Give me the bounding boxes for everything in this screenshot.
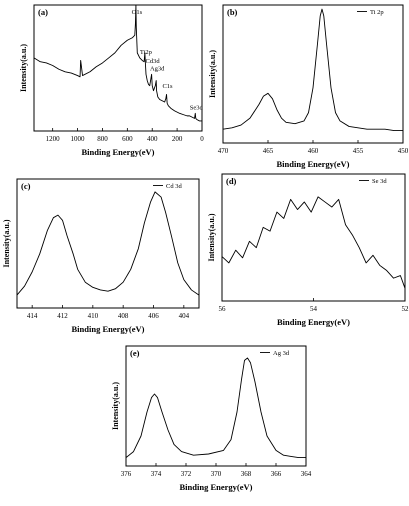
x-tick-label: 366 (271, 470, 282, 478)
x-tick-label: 364 (301, 470, 312, 478)
x-tick-label: 200 (172, 135, 183, 143)
peak-annotation: O1s (132, 9, 143, 16)
plot-frame (33, 4, 203, 132)
x-tick-label: 800 (97, 135, 108, 143)
x-tick-label: 372 (181, 470, 192, 478)
x-tick-label: 370 (211, 470, 222, 478)
plot-frame (125, 345, 307, 467)
x-tick-label: 455 (353, 147, 364, 155)
legend-label: Ti 2p (370, 9, 384, 16)
panel-label: (d) (226, 176, 237, 186)
y-axis-label: Intensity(a.u.) (207, 213, 216, 261)
y-axis-label: Intensity(a.u.) (19, 44, 28, 92)
x-tick-label: 376 (121, 470, 132, 478)
x-axis-label: Binding Energy(eV) (180, 482, 253, 492)
plot-frame (221, 173, 406, 302)
legend-label: Se 3d (372, 178, 387, 185)
x-tick-label: 408 (118, 312, 129, 320)
panel-c: 414 412 410 408 406 404 Binding Energy(eV) Inte… (2, 178, 200, 334)
x-tick-label: 374 (151, 470, 162, 478)
x-tick-label: 600 (122, 135, 133, 143)
x-tick-label: 414 (27, 312, 38, 320)
series-line-d (221, 196, 406, 289)
x-axis-label: Binding Energy(eV) (82, 147, 155, 157)
y-axis-label: Intensity(a.u.) (111, 382, 120, 430)
series-line-b (222, 8, 403, 132)
x-axis-label: Binding Energy(eV) (72, 324, 145, 334)
panel-label: (a) (38, 7, 48, 17)
x-tick-label: 54 (310, 305, 318, 313)
x-tick-label: 1000 (71, 135, 86, 143)
x-axis-label: Binding Energy(eV) (277, 317, 350, 327)
x-tick-label: 460 (308, 147, 319, 155)
x-tick-label: 56 (219, 305, 227, 313)
legend-label: Ag 3d (273, 350, 290, 357)
panel-b: 470 465 460 455 450 Binding Energy(eV) Intensi… (208, 4, 409, 169)
x-tick-label: 465 (263, 147, 274, 155)
panel-label: (b) (227, 7, 238, 17)
x-tick-label: 368 (241, 470, 252, 478)
series-line-e (125, 357, 306, 459)
panel-a: 1200 1000 800 600 400 200 0 Binding Energy(eV) I… (19, 4, 204, 157)
peak-annotation: Ag3d (150, 66, 165, 73)
x-tick-label: 52 (402, 305, 409, 313)
x-tick-label: 406 (148, 312, 159, 320)
series-line-a (33, 4, 202, 122)
x-tick-label: 404 (179, 312, 190, 320)
x-tick-label: 410 (88, 312, 99, 320)
panel-d: 56 54 52 Binding Energy(eV) Intensity(a.u.) (… (207, 173, 409, 327)
x-tick-label: 0 (200, 135, 204, 143)
series-line-c (16, 191, 200, 296)
y-axis-label: Intensity(a.u.) (2, 219, 11, 267)
peak-annotation: Cd3d (146, 58, 161, 65)
x-tick-label: 450 (398, 147, 409, 155)
panel-label: (c) (21, 181, 31, 191)
y-axis-label: Intensity(a.u.) (208, 50, 217, 98)
peak-annotation: Ti2p (140, 49, 152, 56)
plot-frame (16, 178, 200, 309)
panel-e: 376 374 372 370 368 366 364 Binding Energy(eV) I… (111, 345, 312, 492)
x-tick-label: 400 (147, 135, 158, 143)
panel-label: (e) (130, 348, 140, 358)
peak-annotation: Se3d (190, 105, 204, 112)
peak-annotation: C1s (162, 83, 173, 90)
plot-frame (222, 4, 404, 144)
x-tick-label: 470 (218, 147, 229, 155)
x-tick-label: 412 (57, 312, 68, 320)
x-tick-label: 1200 (46, 135, 61, 143)
x-axis-label: Binding Energy(eV) (277, 159, 350, 169)
legend-label: Cd 3d (166, 183, 182, 190)
